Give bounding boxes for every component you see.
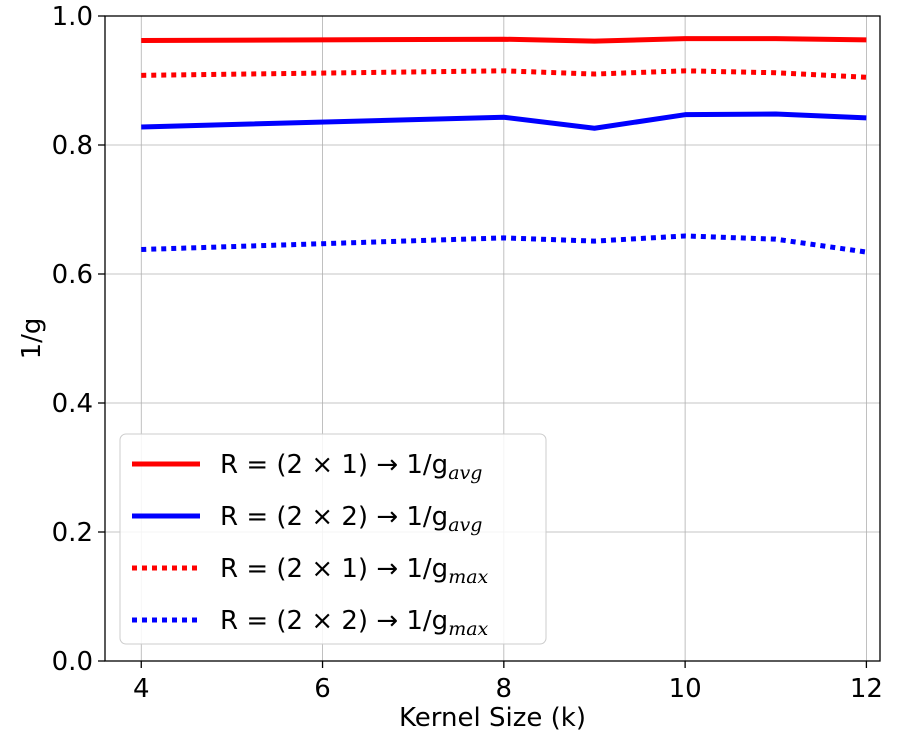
y-tick-label: 0.6 (52, 260, 93, 290)
x-tick-label: 10 (669, 674, 702, 704)
series-line-1 (141, 36, 867, 44)
series-lines (141, 36, 867, 255)
legend-label: R = (2 × 2) → 1/gavg (220, 502, 482, 536)
legend: R = (2 × 1) → 1/gavg R = (2 × 2) → 1/gavg… (119, 433, 547, 645)
x-tick-label: 8 (496, 674, 513, 704)
legend-box (119, 433, 547, 645)
y-tick-label: 0.2 (52, 518, 93, 548)
y-tick-label: 1.0 (52, 2, 93, 32)
x-axis-ticks: 4 6 8 10 12 (133, 661, 883, 704)
y-axis-ticks: 0.0 0.2 0.4 0.6 0.8 1.0 (52, 2, 105, 677)
legend-label: R = (2 × 1) → 1/gavg (220, 450, 482, 484)
legend-label: R = (2 × 1) → 1/gmax (220, 554, 489, 588)
y-axis-label: 1/g (17, 318, 47, 360)
series-line-2 (141, 111, 867, 131)
x-tick-label: 6 (314, 674, 331, 704)
y-tick-label: 0.4 (52, 389, 93, 419)
legend-label: R = (2 × 2) → 1/gmax (220, 606, 489, 640)
x-axis-label: Kernel Size (k) (399, 703, 586, 733)
series-line-3 (141, 68, 867, 80)
y-tick-label: 0.0 (52, 647, 93, 677)
x-tick-label: 12 (850, 674, 883, 704)
plot-frame (104, 15, 881, 662)
series-line-4 (141, 233, 867, 255)
y-tick-label: 0.8 (52, 131, 93, 161)
x-tick-label: 4 (133, 674, 150, 704)
